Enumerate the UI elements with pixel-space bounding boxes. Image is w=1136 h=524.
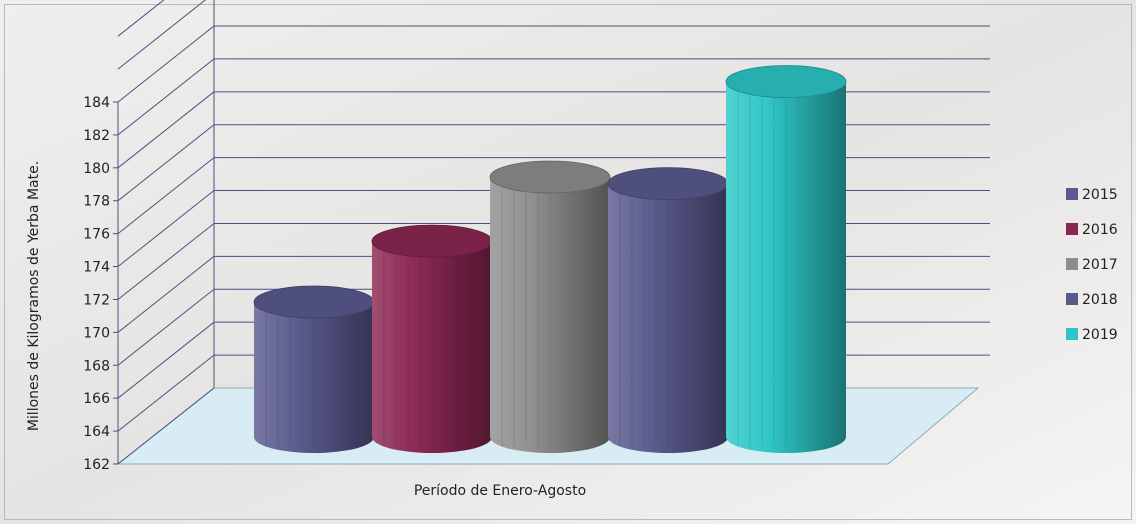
gridline-diagonal bbox=[117, 321, 215, 399]
legend-swatch bbox=[1066, 188, 1078, 200]
legend: 2015 2016 2017 2018 2019 bbox=[1066, 187, 1118, 343]
y-tick-label: 170 bbox=[83, 325, 110, 341]
y-tick-label: 180 bbox=[83, 161, 110, 177]
bar-top bbox=[489, 160, 611, 194]
bar-2017 bbox=[489, 160, 611, 453]
gridline-diagonal bbox=[117, 0, 207, 70]
bar-top bbox=[725, 65, 847, 98]
bar-top bbox=[607, 167, 729, 201]
y-tick-label: 168 bbox=[83, 358, 110, 374]
chart-border bbox=[4, 4, 1132, 520]
floor-edge bbox=[117, 387, 215, 465]
y-axis: 162 164 166 168 170 172 174 176 178 180 182 184 bbox=[83, 95, 119, 473]
legend-label: 2016 bbox=[1082, 222, 1118, 238]
legend-label: 2015 bbox=[1082, 187, 1118, 203]
gridline-diagonal bbox=[117, 288, 215, 366]
legend-swatch bbox=[1066, 258, 1078, 270]
y-tick-label: 174 bbox=[83, 260, 110, 276]
bar-2016 bbox=[371, 224, 493, 453]
y-tick-label: 184 bbox=[83, 95, 110, 111]
y-tick-label: 162 bbox=[83, 457, 110, 473]
bar-2019 bbox=[725, 65, 847, 453]
y-tick-label: 182 bbox=[83, 128, 110, 144]
y-tick-label: 178 bbox=[83, 194, 110, 210]
legend-swatch bbox=[1066, 293, 1078, 305]
bar-2015 bbox=[253, 285, 375, 453]
y-axis-label: Millones de Kilogramos de Yerba Mate. bbox=[26, 161, 42, 431]
y-tick-label: 176 bbox=[83, 227, 110, 243]
bar-top bbox=[253, 285, 375, 319]
gridline-diagonal bbox=[117, 0, 165, 37]
gridline-diagonal bbox=[117, 223, 215, 300]
legend-swatch bbox=[1066, 223, 1078, 235]
x-axis-label: Período de Enero-Agosto bbox=[414, 483, 586, 499]
legend-label: 2018 bbox=[1082, 292, 1118, 308]
gridline-diagonal bbox=[117, 25, 215, 103]
bars bbox=[253, 65, 847, 453]
y-tick-label: 166 bbox=[83, 391, 110, 407]
gridline-diagonal bbox=[117, 124, 215, 202]
legend-label: 2017 bbox=[1082, 257, 1118, 273]
gridline-diagonal bbox=[117, 157, 215, 235]
gridline-diagonal bbox=[117, 58, 215, 136]
bar-top bbox=[371, 224, 493, 258]
bar-2018 bbox=[607, 167, 729, 453]
y-tick-label: 164 bbox=[83, 424, 110, 440]
y-tick-label: 172 bbox=[83, 292, 110, 308]
gridline-diagonal bbox=[117, 354, 215, 432]
legend-swatch bbox=[1066, 328, 1078, 340]
gridline-diagonal bbox=[117, 255, 215, 333]
gridline-diagonal bbox=[117, 91, 215, 169]
legend-label: 2019 bbox=[1082, 327, 1118, 343]
gridline-diagonal bbox=[117, 190, 215, 267]
